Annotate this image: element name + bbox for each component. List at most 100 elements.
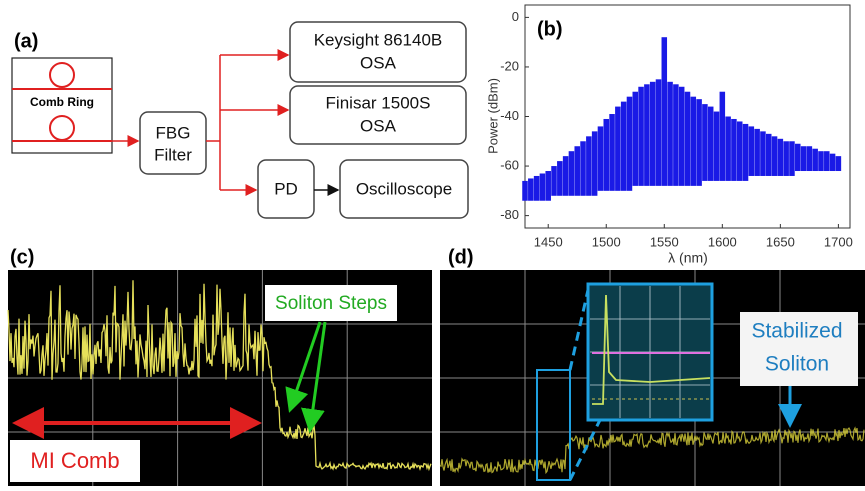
osa-label: Finisar 1500S <box>326 93 431 112</box>
y-tick-label: -80 <box>500 207 519 222</box>
comb-line <box>812 148 818 172</box>
callout-text: Soliton <box>765 353 829 376</box>
x-tick-label: 1550 <box>650 234 679 249</box>
comb-line <box>603 118 610 191</box>
comb-line <box>789 141 795 176</box>
panel-label: (a) <box>14 30 38 52</box>
comb-line <box>725 116 731 181</box>
comb-line <box>661 37 668 186</box>
y-tick-label: -20 <box>500 58 519 73</box>
scope-box <box>339 159 469 219</box>
pd-box <box>257 159 315 219</box>
scope-trace <box>7 280 432 472</box>
comb-line <box>731 118 737 181</box>
ring <box>49 62 75 88</box>
y-axis-label: Power (dBm) <box>485 78 500 154</box>
y-tick-label: -40 <box>500 108 519 123</box>
comb-line <box>533 175 540 201</box>
inset-trace <box>592 294 711 405</box>
comb-line <box>528 178 534 201</box>
comb-line <box>667 81 673 186</box>
osa-box <box>289 21 467 83</box>
comb-line <box>551 166 557 196</box>
connector <box>206 55 221 190</box>
comb-line <box>638 86 644 186</box>
comb-line <box>707 106 714 181</box>
comb-line <box>620 101 627 191</box>
zoom-box <box>536 369 571 481</box>
comb-line <box>835 156 842 172</box>
scope-label: Oscilloscope <box>356 179 452 198</box>
callout-text: Soliton Steps <box>275 293 387 314</box>
osa-box <box>289 85 467 145</box>
comb-line <box>626 96 633 191</box>
osa-label: OSA <box>360 116 397 135</box>
x-tick-label: 1500 <box>592 234 621 249</box>
comb-line <box>678 86 685 186</box>
comb-line <box>684 91 691 186</box>
comb-line <box>771 136 778 176</box>
comb-line <box>586 136 592 196</box>
pd-label: PD <box>274 179 298 198</box>
comb-line <box>742 123 749 181</box>
zoom-line <box>568 289 590 371</box>
comb-line <box>574 146 580 196</box>
y-tick-label: 0 <box>512 9 519 24</box>
osa-label: Keysight 86140B <box>314 30 443 49</box>
fbg-box <box>139 111 207 175</box>
callout-box <box>740 312 858 386</box>
x-axis-label: λ (nm) <box>668 250 708 266</box>
comb-line <box>673 84 679 186</box>
x-tick-label: 1700 <box>824 234 853 249</box>
comb-line <box>690 96 697 186</box>
comb-line <box>655 79 662 186</box>
comb-line <box>806 146 813 172</box>
panel-label: (c) <box>10 246 34 268</box>
x-tick-label: 1650 <box>766 234 795 249</box>
comb-line <box>545 171 551 201</box>
comb-line <box>539 173 546 201</box>
comb-line <box>800 146 807 172</box>
comb-line <box>783 141 789 176</box>
spectrum-chart: (b) Power (dBm) λ (nm) 0 -20 -40 -60 -80 1450… <box>485 4 853 266</box>
comb-line <box>818 151 824 172</box>
comb-line <box>777 138 784 176</box>
comb-line <box>795 143 801 172</box>
comb-line <box>597 126 604 191</box>
comb-line <box>649 81 656 186</box>
x-tick-label: 1600 <box>708 234 737 249</box>
comb-line <box>702 104 708 181</box>
callout-text: MI Comb <box>30 448 119 473</box>
comb-line <box>829 153 836 172</box>
scope-d: (d) Stabilized Soliton <box>439 246 865 486</box>
fbg-label: Filter <box>154 145 192 164</box>
arrow <box>301 321 327 433</box>
comb-line <box>609 114 615 191</box>
comb-line <box>736 121 743 181</box>
y-tick-label: -60 <box>500 157 519 172</box>
comb-line <box>632 91 639 186</box>
comb-line <box>824 151 830 172</box>
comb-line <box>748 126 755 176</box>
diagram: (a) Comb Ring FBG Filter Keysight 86140B… <box>11 21 469 219</box>
fbg-label: FBG <box>156 123 191 142</box>
comb-line <box>522 180 528 201</box>
comb-line <box>713 111 720 181</box>
ring-box <box>11 57 113 154</box>
arrow <box>285 321 322 413</box>
comb-line <box>591 131 598 196</box>
scope-c: (c) Soliton Steps MI Comb <box>7 246 432 486</box>
x-tick-label: 1450 <box>534 234 563 249</box>
comb-line <box>696 99 702 186</box>
ring-label: Comb Ring <box>30 95 94 109</box>
comb-line <box>557 161 563 196</box>
comb-line <box>615 106 621 191</box>
callout-box <box>265 285 397 321</box>
callout-text: Stabilized <box>751 320 842 343</box>
comb-line <box>568 151 575 196</box>
comb-line <box>562 156 569 196</box>
callout-box <box>10 440 140 482</box>
comb-line <box>765 133 772 176</box>
comb-line <box>580 141 586 196</box>
osa-label: OSA <box>360 53 397 72</box>
